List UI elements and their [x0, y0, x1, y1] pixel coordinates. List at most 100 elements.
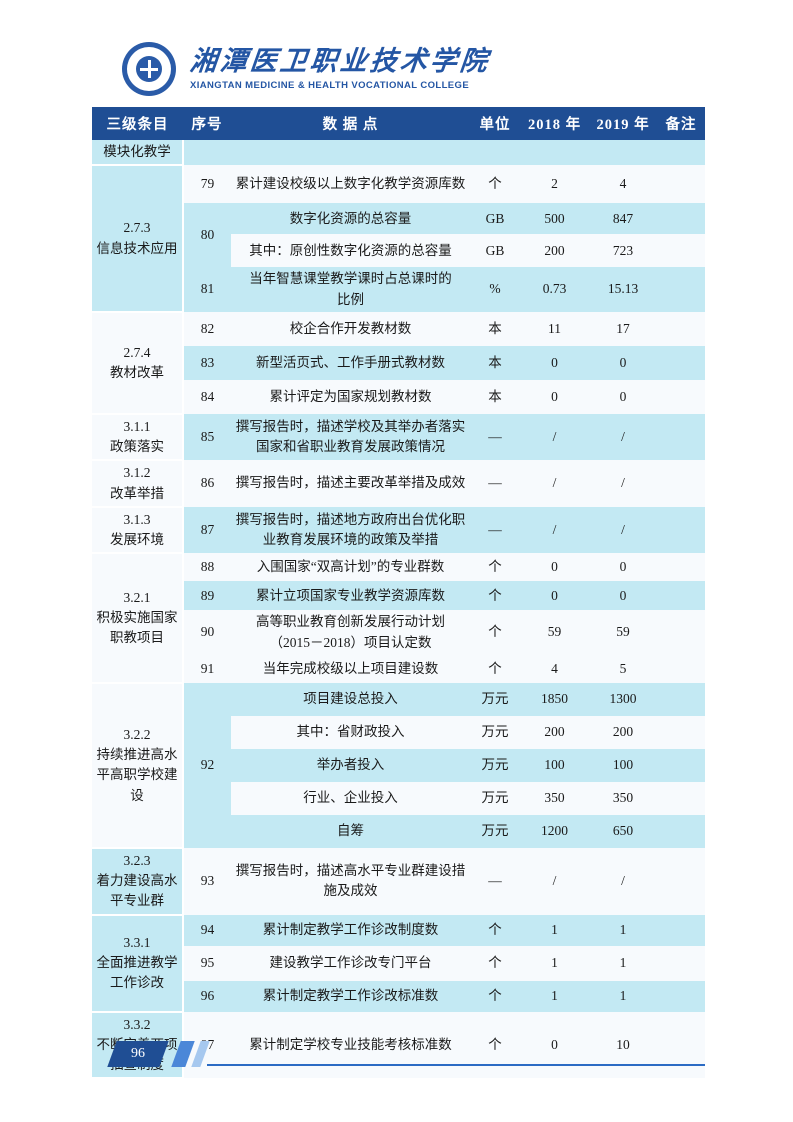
- unit-cell: 个: [470, 581, 520, 611]
- table-row: 2.7.3 信息技术应用 79 累计建设校级以上数字化教学资源库数 个 2 4: [92, 165, 705, 313]
- datapoint-cell: 撰写报告时，描述主要改革举措及成效: [231, 460, 470, 507]
- group-name: 积极实施国家职教项目: [96, 609, 178, 646]
- datapoint-cell: 建设教学工作诊改专门平台: [231, 945, 470, 981]
- value-2018-cell: 200: [520, 715, 589, 749]
- serial-cell: 87: [183, 506, 231, 554]
- note-cell: [657, 234, 705, 268]
- group-code: 3.1.2: [123, 465, 151, 481]
- table-row: 行业、企业投入 万元 350 350: [92, 781, 705, 815]
- datapoint-cell: 自筹: [231, 814, 470, 848]
- table-row: 3.1.2 改革举措 86 撰写报告时，描述主要改革举措及成效 — / /: [92, 460, 705, 508]
- group-name: 全面推进教学工作诊改: [96, 954, 178, 991]
- note-cell: [657, 945, 705, 981]
- value-2018-cell: 0: [520, 581, 589, 611]
- note-cell: [657, 413, 705, 461]
- datapoint-cell: 累计制定学校专业技能考核标准数: [231, 1011, 470, 1079]
- value-2019-cell: 847: [589, 203, 657, 235]
- table-row: 83 新型活页式、工作手册式教材数 本 0 0: [92, 345, 705, 380]
- value-2019-cell: 350: [589, 781, 657, 815]
- value-2019-cell: 4: [589, 165, 657, 204]
- value-2019-cell: 1: [589, 914, 657, 946]
- value-2018-cell: 11: [520, 311, 589, 346]
- note-cell: [657, 311, 705, 346]
- value-2019-cell: 0: [589, 581, 657, 611]
- indicator-table: 三级条目 序号 数 据 点 单位 2018 年 2019 年 备注 模块化教学: [92, 107, 705, 1080]
- note-cell: [657, 345, 705, 380]
- datapoint-cell: 撰写报告时，描述学校及其举办者落实国家和省职业教育发展政策情况: [231, 413, 470, 461]
- value-2018-cell: 1: [520, 980, 589, 1012]
- unit-cell: 万元: [470, 715, 520, 749]
- group-label-cell: 3.2.2 持续推进高水平高职学校建设: [92, 682, 184, 849]
- datapoint-cell: 其中：省财政投入: [231, 715, 470, 749]
- unit-cell: 个: [470, 980, 520, 1012]
- note-cell: [657, 748, 705, 782]
- group-label-cell: 3.2.3 着力建设高水平专业群: [92, 847, 184, 916]
- unit-cell: —: [470, 847, 520, 915]
- note-cell: [657, 506, 705, 554]
- datapoint-cell: 行业、企业投入: [231, 781, 470, 815]
- group-code: 3.2.2: [123, 726, 151, 742]
- group-label-cell: 3.1.1 政策落实: [92, 413, 184, 462]
- note-cell: [657, 203, 705, 235]
- table-row: 95 建设教学工作诊改专门平台 个 1 1: [92, 945, 705, 981]
- unit-cell: 个: [470, 914, 520, 946]
- group-code: 3.2.1: [123, 589, 151, 605]
- table-row: 91 当年完成校级以上项目建设数 个 4 5: [92, 654, 705, 683]
- unit-cell: 本: [470, 345, 520, 380]
- serial-cell: 88: [183, 553, 231, 582]
- table-row: 3.2.1 积极实施国家职教项目 88 入围国家“双高计划”的专业群数 个 0 …: [92, 553, 705, 684]
- value-2018-cell: 59: [520, 610, 589, 655]
- datapoint-cell: 累计立项国家专业教学资源库数: [231, 581, 470, 611]
- unit-cell: 个: [470, 945, 520, 981]
- note-cell: [657, 379, 705, 414]
- table-row: 3.2.3 着力建设高水平专业群 93 撰写报告时，描述高水平专业群建设措施及成…: [92, 847, 705, 916]
- table-row: 89 累计立项国家专业教学资源库数 个 0 0: [92, 581, 705, 611]
- table-row: 自筹 万元 1200 650: [92, 814, 705, 848]
- value-2019-cell: /: [589, 506, 657, 554]
- col-header-unit: 单位: [470, 107, 520, 140]
- value-2019-cell: 1300: [589, 682, 657, 716]
- value-2018-cell: 0.73: [520, 267, 589, 312]
- datapoint-cell: 其中：原创性数字化资源的总容量: [231, 234, 470, 268]
- value-2019-cell: 5: [589, 654, 657, 683]
- group-name: 改革举措: [110, 485, 164, 501]
- table-row: 其中：省财政投入 万元 200 200: [92, 715, 705, 749]
- college-name-cn: 湘潭医卫职业技术学院: [188, 46, 492, 77]
- unit-cell: —: [470, 460, 520, 507]
- college-titles: 湘潭医卫职业技术学院 XIANGTAN MEDICINE & HEALTH VO…: [188, 46, 492, 91]
- page-number: 96: [131, 1046, 145, 1061]
- group-code: 3.3.1: [123, 934, 151, 950]
- value-2019-cell: 0: [589, 345, 657, 380]
- group-name: 教材改革: [110, 364, 164, 380]
- note-cell: [657, 553, 705, 582]
- unit-cell: 本: [470, 379, 520, 414]
- unit-cell: 个: [470, 553, 520, 582]
- value-2018-cell: 1: [520, 914, 589, 946]
- datapoint-cell: 新型活页式、工作手册式教材数: [231, 345, 470, 380]
- serial-cell: 83: [183, 345, 231, 380]
- unit-cell: —: [470, 506, 520, 554]
- group-label-cell: 2.7.3 信息技术应用: [92, 165, 184, 313]
- value-2019-cell: 1: [589, 945, 657, 981]
- college-emblem-icon: [122, 42, 176, 96]
- col-header-2018: 2018 年: [520, 107, 589, 140]
- group-name: 政策落实: [110, 439, 164, 454]
- col-header-serial: 序号: [183, 107, 231, 140]
- serial-cell: 90: [183, 610, 231, 655]
- table-row: 96 累计制定教学工作诊改标准数 个 1 1: [92, 980, 705, 1012]
- col-header-datapoint: 数 据 点: [231, 107, 470, 140]
- value-2019-cell: 200: [589, 715, 657, 749]
- serial-cell: 91: [183, 654, 231, 683]
- datapoint-cell: 撰写报告时，描述高水平专业群建设措施及成效: [231, 847, 470, 915]
- unit-cell: 万元: [470, 781, 520, 815]
- unit-cell: 个: [470, 165, 520, 204]
- value-2018-cell: 0: [520, 345, 589, 380]
- serial-cell: 89: [183, 581, 231, 611]
- table-row: 2.7.4 教材改革 82 校企合作开发教材数 本 11 17: [92, 311, 705, 415]
- unit-cell: 个: [470, 1011, 520, 1079]
- serial-cell: 95: [183, 945, 231, 981]
- value-2018-cell: 500: [520, 203, 589, 235]
- serial-cell: 80: [183, 203, 231, 268]
- value-2018-cell: 0: [520, 1011, 589, 1079]
